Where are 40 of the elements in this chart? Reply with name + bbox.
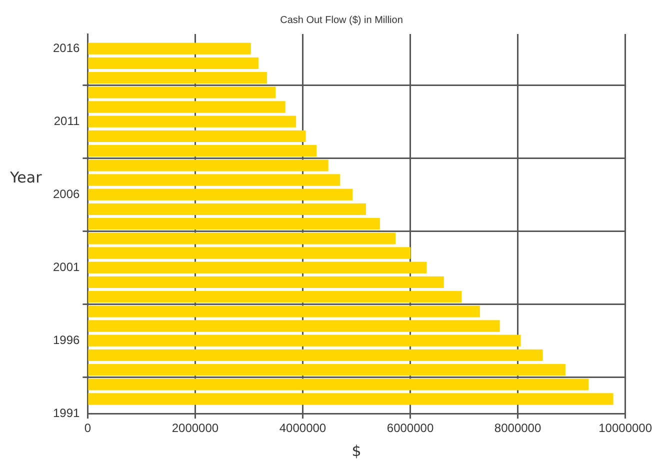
bar bbox=[88, 203, 366, 216]
y-tick-label: 2011 bbox=[54, 114, 80, 128]
x-tick-label: 2000000 bbox=[172, 421, 219, 436]
bar bbox=[88, 86, 276, 98]
bar bbox=[88, 42, 251, 54]
bar bbox=[88, 188, 353, 200]
bar bbox=[88, 349, 543, 362]
y-tick-label: 2006 bbox=[52, 186, 80, 201]
bar bbox=[88, 57, 258, 70]
x-tick-label: 6000000 bbox=[386, 421, 434, 436]
bar bbox=[88, 218, 380, 230]
x-tick-label: 0 bbox=[84, 421, 92, 436]
bar bbox=[88, 276, 444, 288]
bar bbox=[88, 72, 268, 84]
bar bbox=[88, 290, 462, 303]
bar bbox=[88, 174, 340, 186]
x-tick-label: 10000000 bbox=[598, 421, 652, 436]
bar bbox=[88, 144, 317, 157]
bar bbox=[88, 364, 566, 376]
bar bbox=[88, 232, 396, 244]
y-tick-label: 1991 bbox=[52, 406, 80, 420]
x-axis-title: $ bbox=[352, 442, 362, 460]
bar bbox=[88, 378, 589, 390]
bar bbox=[88, 393, 614, 405]
x-tick-label: 8000000 bbox=[494, 421, 542, 436]
bar bbox=[88, 101, 286, 113]
bar bbox=[88, 262, 427, 274]
bar bbox=[88, 116, 296, 128]
x-tick-label: 4000000 bbox=[279, 421, 326, 436]
y-tick-label: 2016 bbox=[52, 40, 80, 55]
chart-title: Cash Out Flow ($) in Million bbox=[280, 14, 403, 26]
bar bbox=[88, 247, 411, 259]
y-tick-label: 2001 bbox=[52, 260, 80, 274]
bar bbox=[88, 320, 500, 332]
bar bbox=[88, 160, 328, 172]
y-tick-label: 1996 bbox=[52, 332, 80, 347]
bar bbox=[88, 306, 480, 318]
bar bbox=[88, 130, 306, 142]
bar bbox=[88, 334, 521, 346]
y-axis-title: Year bbox=[9, 168, 43, 187]
